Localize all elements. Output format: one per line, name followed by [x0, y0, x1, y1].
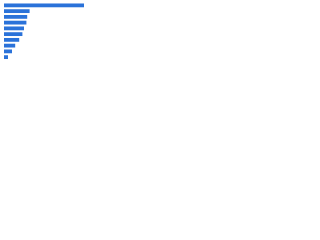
bar	[4, 37, 20, 42]
chart	[4, 3, 84, 60]
bar	[4, 43, 16, 48]
bar	[4, 32, 23, 37]
page: {"chart_data": {"type": "bar", "orientat…	[0, 0, 100, 71]
bar	[4, 3, 84, 8]
bar	[4, 20, 27, 25]
bar	[4, 55, 8, 60]
bar	[4, 14, 28, 19]
bar	[4, 9, 30, 14]
bar	[4, 49, 12, 54]
bar	[4, 26, 24, 31]
